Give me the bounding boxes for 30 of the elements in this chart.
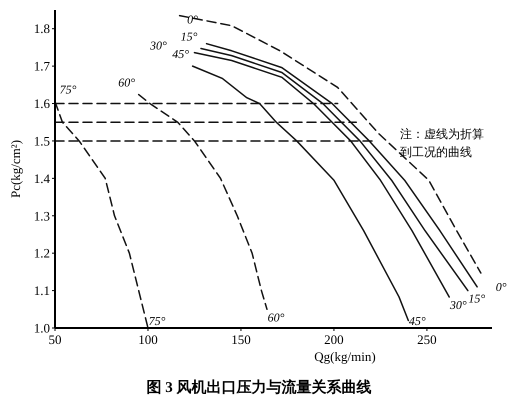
x-tick-label: 100 [138,332,158,347]
text: 60° [118,76,136,90]
series-label: 15° [468,292,486,306]
y-tick-label: 1.1 [34,283,50,298]
y-tick-label: 1.8 [34,21,50,36]
x-tick-label: 150 [231,332,251,347]
series-label: 30° [448,298,467,312]
y-tick-label: 1.5 [34,133,50,148]
text: 30° [150,38,167,53]
x-tick-label: 50 [48,332,62,347]
annotation: 注：虚线为折算 [400,127,484,141]
y-axis-title: Pc(kg/cm²) [8,140,23,198]
series-label: 0° [496,280,507,294]
text: 75° [60,82,76,97]
annotation: 到工况的曲线 [400,145,472,159]
y-tick-label: 1.3 [34,208,50,224]
y-tick-label: 1.0 [34,320,50,336]
series-label: 75° [148,314,166,328]
y-tick-label: 1.7 [34,58,50,74]
x-tick-label: 200 [324,332,344,347]
y-tick-label: 1.2 [34,246,50,261]
x-axis-title: Qg(kg/min) [314,349,376,364]
text: 15° [180,30,198,44]
series-label: 45° [408,314,426,328]
series-label: 60° [268,310,285,324]
y-tick-label: 1.6 [34,96,50,112]
y-tick-label: 1.4 [34,170,50,186]
text: 图 3 风机出口压力与流量关系曲线 [146,378,372,396]
x-tick-label: 250 [417,332,437,347]
text: 45° [172,47,190,62]
